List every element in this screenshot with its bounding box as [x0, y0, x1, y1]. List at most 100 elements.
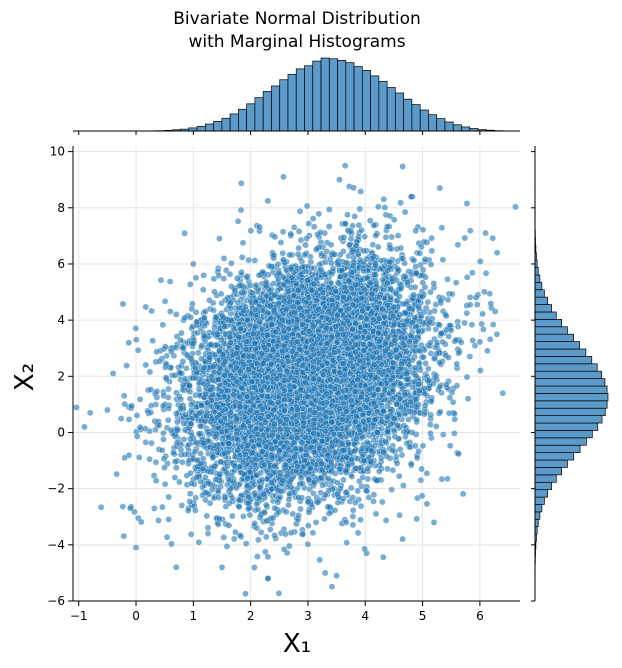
scatter-point [405, 416, 412, 423]
top-histogram-bar [229, 113, 239, 132]
scatter-point [411, 442, 419, 450]
top-histogram-bar [271, 85, 281, 132]
scatter-point [187, 531, 195, 538]
scatter-point [399, 535, 406, 543]
scatter-point [279, 249, 287, 257]
scatter-point [245, 256, 252, 264]
scatter-point [397, 285, 405, 292]
scatter-point [340, 476, 347, 484]
right-histogram-bar [534, 430, 593, 439]
scatter-point [160, 429, 167, 437]
scatter-point [136, 396, 144, 403]
scatter-point [479, 310, 486, 318]
top-histogram-bar [403, 98, 413, 132]
scatter-point [453, 382, 461, 390]
scatter-point [295, 244, 302, 252]
scatter-point [428, 234, 435, 242]
scatter-point [388, 486, 396, 494]
scatter-point [430, 280, 438, 287]
scatter-point [171, 458, 179, 466]
scatter-point [171, 474, 179, 481]
scatter-point [186, 395, 194, 403]
scatter-point [355, 221, 363, 229]
scatter-point [473, 301, 481, 308]
scatter-point [382, 517, 390, 524]
right-histogram-bar [534, 452, 575, 461]
chart-title-line-1: Bivariate Normal Distribution [173, 9, 421, 29]
right-histogram-bar [534, 415, 603, 424]
scatter-point [357, 516, 364, 524]
scatter-point [325, 223, 333, 230]
scatter-point [204, 524, 212, 532]
top-histogram-bar [378, 80, 388, 132]
right-histogram-bar [534, 467, 563, 476]
scatter-point [357, 502, 365, 510]
scatter-point [469, 337, 477, 344]
scatter-point [366, 217, 374, 224]
right-histogram-bar [534, 370, 603, 379]
top-histogram-bar [436, 118, 446, 132]
scatter-point [393, 460, 401, 467]
scatter-points [73, 162, 519, 598]
right-histogram-bar [534, 496, 545, 505]
scatter-point [512, 203, 519, 211]
scatter-point [427, 261, 435, 268]
scatter-point [407, 460, 415, 468]
scatter-point [206, 296, 213, 304]
top-histogram-bar [279, 79, 289, 132]
top-histogram-bar [246, 103, 256, 132]
right-histogram-bar [534, 274, 541, 283]
scatter-point [146, 455, 153, 463]
scatter-point [420, 353, 427, 361]
right-histogram-bar [534, 407, 606, 416]
scatter-point [238, 253, 246, 261]
right-histogram-bar [534, 311, 557, 320]
scatter-point [396, 511, 403, 519]
right-histogram-bar [534, 489, 548, 498]
scatter-point [73, 404, 80, 411]
right-histogram-bar [534, 400, 608, 409]
scatter-point [256, 514, 264, 521]
scatter-point [442, 312, 450, 320]
scatter-point [192, 494, 199, 502]
right-histogram-bar [534, 326, 568, 335]
top-histogram-bar [287, 73, 297, 132]
scatter-point [135, 454, 143, 461]
scatter-point [266, 526, 274, 533]
top-histogram-bar [204, 123, 214, 132]
scatter-point [223, 543, 231, 550]
scatter-point [422, 360, 429, 367]
right-histogram-bar [534, 474, 557, 483]
right-histogram-bar [534, 333, 574, 342]
right-histogram-bar [534, 422, 599, 431]
scatter-point [411, 283, 419, 291]
right-histogram-bar [534, 363, 598, 372]
right-histogram-bar [534, 289, 545, 298]
scatter-point [491, 308, 499, 315]
scatter-point [168, 540, 175, 548]
scatter-point [230, 535, 238, 543]
right-histogram-bar [534, 459, 568, 468]
top-histogram-bar [304, 65, 314, 132]
right-histogram-bar [534, 356, 593, 365]
scatter-point [251, 257, 259, 264]
scatter-point [134, 346, 142, 354]
scatter-point [160, 436, 167, 443]
right-histogram-bar [534, 393, 609, 402]
right-histogram-bar [534, 341, 581, 350]
top-histogram-bar [361, 70, 371, 132]
scatter-point [199, 286, 207, 294]
top-histogram-bar [461, 126, 471, 132]
scatter-point [419, 266, 427, 274]
scatter-point [312, 519, 320, 526]
top-histogram-bar [262, 91, 272, 132]
scatter-point [361, 233, 369, 240]
scatter-point [309, 529, 317, 537]
top-histogram-bar [221, 117, 231, 132]
right-histogram-bar [534, 296, 548, 305]
chart-title-line-2: with Marginal Histograms [188, 32, 405, 52]
top-histogram-bar [238, 108, 247, 132]
right-histogram-bar [534, 444, 581, 454]
scatter-point [309, 215, 317, 222]
